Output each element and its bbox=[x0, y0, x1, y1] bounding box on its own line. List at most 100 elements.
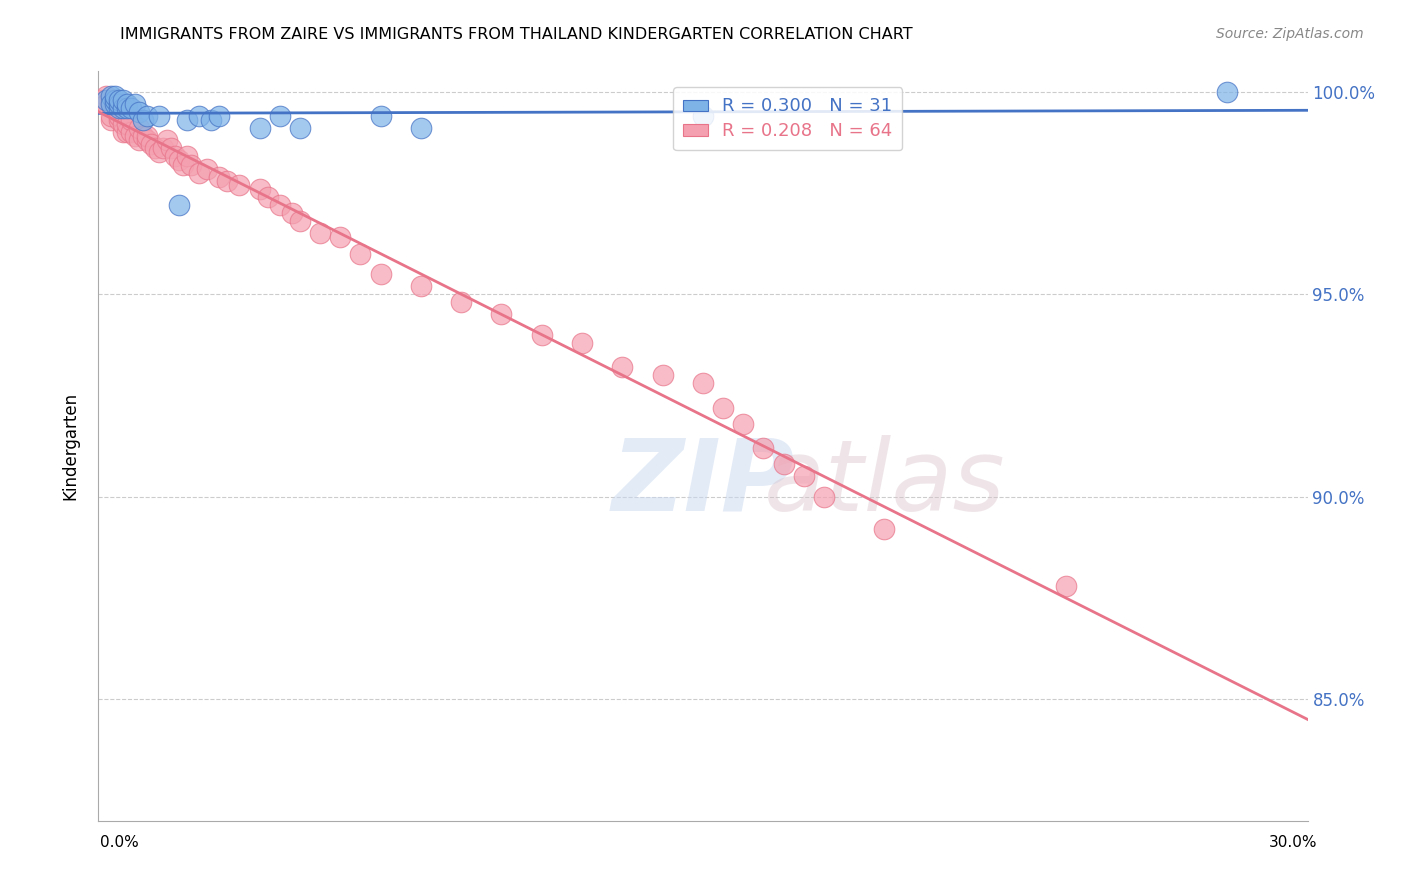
Point bbox=[409, 121, 432, 136]
Point bbox=[156, 133, 179, 147]
Point bbox=[111, 101, 134, 115]
Text: atlas: atlas bbox=[763, 435, 1005, 532]
Point bbox=[711, 401, 734, 415]
Point bbox=[329, 230, 352, 244]
Point bbox=[120, 101, 142, 115]
Point bbox=[873, 522, 896, 536]
Point bbox=[571, 335, 593, 350]
Point bbox=[176, 112, 198, 127]
Point bbox=[176, 149, 198, 163]
Point bbox=[135, 129, 157, 144]
Point bbox=[135, 109, 157, 123]
Point bbox=[100, 96, 122, 111]
Point bbox=[188, 109, 211, 123]
Text: ZIP: ZIP bbox=[612, 435, 794, 532]
Point bbox=[1054, 579, 1077, 593]
Point bbox=[111, 125, 134, 139]
Point bbox=[139, 137, 162, 152]
Point bbox=[111, 93, 134, 107]
Point bbox=[128, 121, 150, 136]
Point bbox=[96, 88, 118, 103]
Point bbox=[124, 129, 146, 144]
Text: 0.0%: 0.0% bbox=[100, 836, 139, 850]
Point bbox=[370, 109, 392, 123]
Point bbox=[148, 145, 170, 160]
Point bbox=[100, 93, 122, 107]
Legend: R = 0.300   N = 31, R = 0.208   N = 64: R = 0.300 N = 31, R = 0.208 N = 64 bbox=[673, 87, 901, 150]
Point bbox=[288, 214, 311, 228]
Point bbox=[208, 169, 231, 184]
Point bbox=[1216, 85, 1239, 99]
Point bbox=[813, 490, 835, 504]
Point bbox=[100, 112, 122, 127]
Point bbox=[107, 109, 129, 123]
Point bbox=[228, 178, 250, 192]
Point bbox=[115, 117, 138, 131]
Point bbox=[96, 96, 118, 111]
Point bbox=[288, 121, 311, 136]
Point bbox=[103, 96, 125, 111]
Point bbox=[217, 174, 239, 188]
Point bbox=[793, 469, 815, 483]
Point bbox=[115, 96, 138, 111]
Point bbox=[692, 376, 714, 391]
Point bbox=[143, 141, 166, 155]
Y-axis label: Kindergarten: Kindergarten bbox=[62, 392, 80, 500]
Point bbox=[256, 190, 278, 204]
Point bbox=[96, 93, 118, 107]
Point bbox=[450, 295, 472, 310]
Text: Source: ZipAtlas.com: Source: ZipAtlas.com bbox=[1216, 27, 1364, 41]
Point bbox=[120, 125, 142, 139]
Text: IMMIGRANTS FROM ZAIRE VS IMMIGRANTS FROM THAILAND KINDERGARTEN CORRELATION CHART: IMMIGRANTS FROM ZAIRE VS IMMIGRANTS FROM… bbox=[120, 27, 912, 42]
Point bbox=[111, 117, 134, 131]
Point bbox=[208, 109, 231, 123]
Point bbox=[530, 327, 553, 342]
Point bbox=[120, 112, 142, 127]
Point bbox=[103, 88, 125, 103]
Point bbox=[309, 227, 332, 241]
Point bbox=[100, 109, 122, 123]
Point bbox=[152, 141, 174, 155]
Point bbox=[128, 104, 150, 119]
Point bbox=[269, 109, 291, 123]
Point bbox=[107, 96, 129, 111]
Point bbox=[349, 246, 371, 260]
Point bbox=[135, 133, 157, 147]
Point bbox=[651, 368, 673, 383]
Point bbox=[107, 101, 129, 115]
Point bbox=[167, 153, 190, 168]
Text: 30.0%: 30.0% bbox=[1270, 836, 1317, 850]
Point bbox=[172, 157, 194, 171]
Point bbox=[115, 101, 138, 115]
Point bbox=[752, 441, 775, 455]
Point bbox=[281, 206, 304, 220]
Point bbox=[188, 166, 211, 180]
Point bbox=[160, 141, 183, 155]
Point bbox=[692, 109, 714, 123]
Point bbox=[180, 157, 202, 171]
Point bbox=[107, 96, 129, 111]
Point bbox=[115, 125, 138, 139]
Point bbox=[612, 359, 634, 374]
Point bbox=[491, 307, 513, 321]
Point bbox=[100, 88, 122, 103]
Point bbox=[103, 101, 125, 115]
Point bbox=[128, 133, 150, 147]
Point bbox=[132, 129, 155, 144]
Point bbox=[124, 96, 146, 111]
Point bbox=[772, 457, 794, 471]
Point bbox=[167, 198, 190, 212]
Point bbox=[200, 112, 222, 127]
Point bbox=[91, 93, 114, 107]
Point bbox=[249, 182, 271, 196]
Point bbox=[409, 279, 432, 293]
Point bbox=[269, 198, 291, 212]
Point bbox=[107, 112, 129, 127]
Point bbox=[163, 149, 186, 163]
Point bbox=[103, 96, 125, 111]
Point bbox=[132, 112, 155, 127]
Point bbox=[733, 417, 755, 431]
Point bbox=[103, 93, 125, 107]
Point bbox=[107, 93, 129, 107]
Point bbox=[249, 121, 271, 136]
